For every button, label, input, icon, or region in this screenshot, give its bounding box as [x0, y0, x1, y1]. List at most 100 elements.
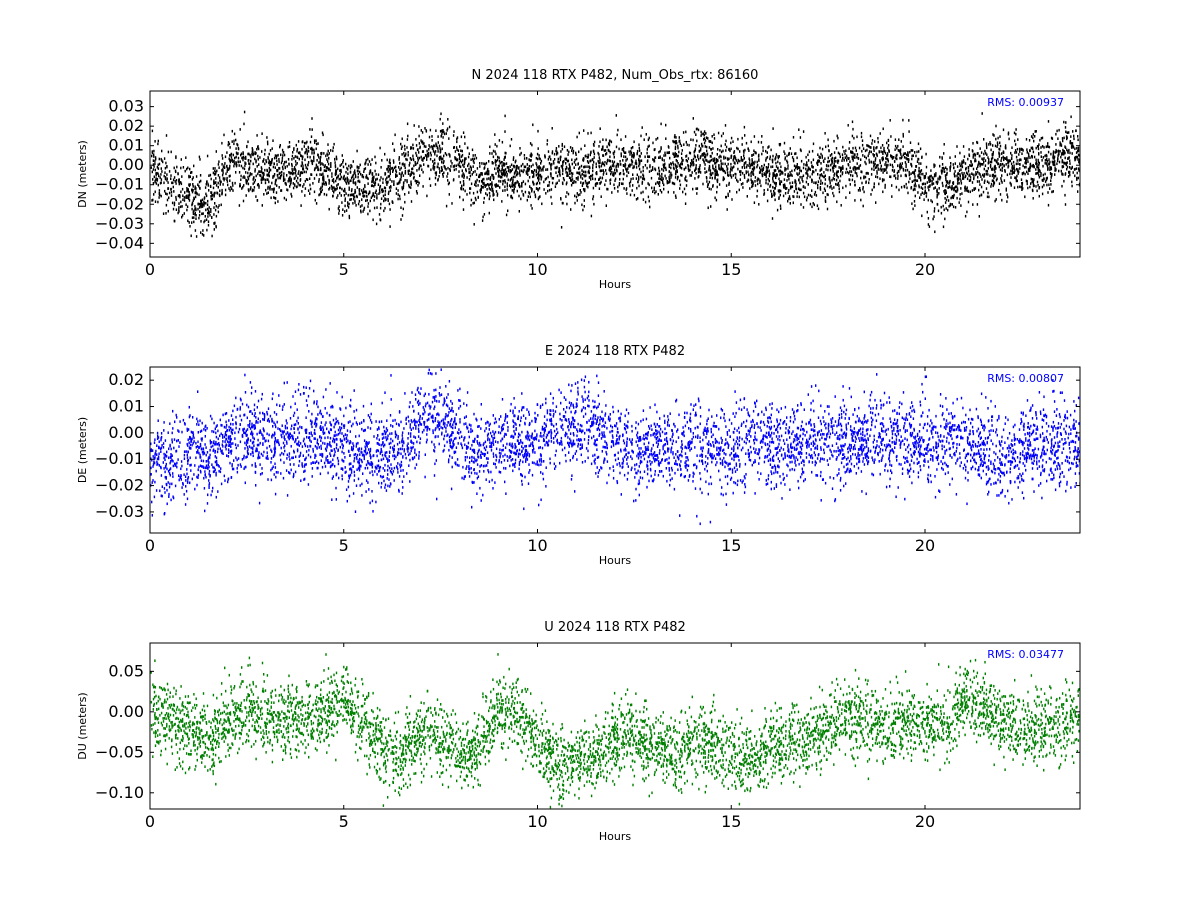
north-data-point — [924, 189, 926, 192]
north-data-point — [874, 166, 877, 170]
north-data-point — [914, 188, 916, 191]
north-data-point — [198, 206, 201, 209]
north-data-point — [659, 189, 662, 192]
north-data-point — [199, 174, 202, 177]
north-data-point — [1006, 173, 1009, 177]
north-data-point — [395, 192, 398, 195]
north-data-point — [945, 207, 947, 210]
north-data-point — [600, 195, 602, 198]
north-data-point — [674, 194, 677, 198]
north-data-point — [1004, 156, 1006, 160]
north-data-point — [692, 187, 694, 191]
north-data-point — [547, 189, 549, 193]
north-data-point — [569, 165, 571, 168]
north-data-point — [175, 208, 178, 211]
north-data-point — [661, 158, 664, 162]
north-data-point — [295, 174, 297, 178]
north-data-point — [714, 162, 716, 165]
north-data-point — [404, 169, 407, 173]
north-data-point — [659, 174, 661, 178]
north-data-point — [848, 141, 851, 144]
north-data-point — [178, 202, 180, 205]
north-data-point — [595, 162, 597, 166]
north-data-point — [635, 162, 638, 166]
north-data-point — [911, 180, 913, 183]
north-data-point — [941, 181, 944, 185]
north-data-point — [849, 166, 851, 170]
north-data-point — [215, 214, 218, 218]
north-data-point — [1064, 145, 1066, 148]
north-data-point — [646, 148, 648, 151]
north-data-point — [974, 152, 976, 156]
north-data-point — [1028, 154, 1030, 158]
north-data-point — [865, 162, 867, 166]
north-data-point — [173, 176, 176, 179]
north-data-point — [704, 163, 706, 166]
north-data-point — [693, 150, 695, 154]
north-data-point — [330, 165, 332, 168]
north-data-point — [779, 193, 781, 197]
north-data-point — [573, 166, 575, 169]
north-data-point — [523, 154, 526, 157]
north-data-point — [208, 174, 210, 177]
north-data-point — [530, 155, 532, 158]
north-data-point — [1046, 160, 1049, 163]
north-data-point — [908, 130, 910, 133]
north-data-point — [186, 167, 188, 171]
north-data-point — [230, 185, 232, 189]
north-data-point — [217, 210, 220, 214]
north-data-point — [311, 159, 313, 163]
north-data-point — [260, 170, 263, 173]
north-data-point — [964, 189, 966, 192]
north-data-point — [630, 146, 633, 150]
north-data-point — [361, 198, 363, 201]
north-data-point — [1076, 171, 1078, 175]
north-data-point — [275, 156, 278, 160]
north-data-point — [1018, 153, 1020, 156]
north-data-point — [593, 140, 596, 144]
north-data-point — [1030, 177, 1032, 181]
north-data-point — [676, 170, 678, 174]
north-data-point — [400, 218, 402, 221]
north-data-point — [753, 135, 756, 138]
north-data-point — [374, 155, 376, 159]
north-data-point — [599, 176, 601, 179]
north-data-point — [506, 173, 508, 176]
north-data-point — [710, 147, 712, 151]
north-data-point — [213, 206, 215, 209]
north-data-point — [846, 159, 848, 162]
north-data-point — [901, 166, 903, 169]
north-data-point — [453, 130, 455, 133]
north-data-point — [1015, 132, 1017, 136]
north-data-point — [899, 165, 901, 168]
north-data-point — [210, 191, 212, 194]
north-data-point — [408, 169, 410, 172]
north-data-point — [559, 174, 561, 177]
north-data-point — [589, 153, 591, 157]
north-data-point — [873, 163, 875, 167]
north-data-point — [332, 194, 334, 198]
north-data-point — [945, 198, 948, 202]
north-data-point — [964, 186, 966, 190]
north-data-point — [901, 155, 903, 159]
north-data-point — [861, 139, 864, 142]
north-data-point — [784, 186, 786, 190]
north-data-point — [470, 168, 472, 171]
north-data-point — [534, 195, 537, 199]
north-data-point — [680, 144, 683, 147]
north-data-point — [599, 182, 601, 185]
north-data-point — [580, 164, 583, 168]
north-data-point — [470, 203, 472, 207]
north-data-point — [1043, 146, 1045, 149]
north-data-point — [275, 191, 278, 194]
north-data-point — [825, 145, 827, 149]
north-data-point — [927, 198, 929, 202]
north-data-point — [418, 125, 420, 128]
north-data-point — [380, 197, 383, 200]
north-data-point — [342, 165, 345, 169]
north-data-point — [402, 186, 405, 190]
north-data-point — [423, 163, 425, 166]
north-data-point — [882, 157, 884, 161]
north-data-point — [962, 159, 965, 162]
north-data-point — [494, 167, 496, 171]
